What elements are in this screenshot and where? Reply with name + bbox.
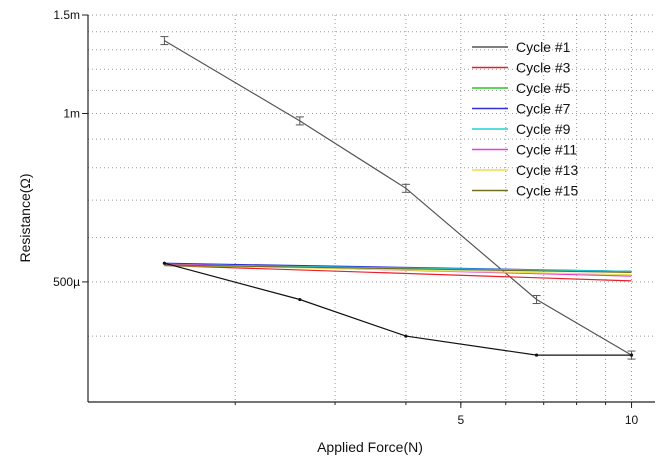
legend-label-6: Cycle #13 bbox=[516, 162, 578, 178]
x-tick-label: 5 bbox=[458, 413, 465, 427]
x-tick-label: 10 bbox=[625, 413, 639, 427]
legend: Cycle #1 Cycle #3 Cycle #5 Cycle #7 Cycle #9… bbox=[472, 39, 578, 199]
legend-label-7: Cycle #15 bbox=[516, 183, 578, 199]
y-tick-label: 500µ bbox=[53, 275, 80, 289]
x-axis-title: Applied Force(N) bbox=[317, 439, 423, 455]
data-point bbox=[629, 353, 634, 357]
legend-label-0: Cycle #1 bbox=[516, 39, 571, 55]
data-point bbox=[404, 334, 408, 338]
y-axis-title: Resistance(Ω) bbox=[17, 173, 33, 262]
y-tick-label: 1.5m bbox=[53, 8, 80, 22]
legend-label-3: Cycle #7 bbox=[516, 101, 571, 117]
legend-label-4: Cycle #9 bbox=[516, 121, 571, 137]
legend-label-1: Cycle #3 bbox=[516, 60, 571, 76]
series-line-1 bbox=[164, 264, 632, 282]
legend-label-5: Cycle #11 bbox=[516, 142, 577, 158]
series-line-7 bbox=[164, 264, 632, 273]
data-point bbox=[298, 297, 302, 302]
y-tick-label: 1m bbox=[63, 107, 80, 121]
data-point bbox=[162, 261, 166, 265]
legend-label-2: Cycle #5 bbox=[516, 80, 571, 96]
tick-labels: 5 10 500µ 1m 1.5m bbox=[53, 8, 638, 427]
axes bbox=[82, 14, 655, 408]
series-group bbox=[160, 36, 636, 360]
data-point bbox=[534, 353, 539, 357]
grid bbox=[88, 14, 655, 402]
